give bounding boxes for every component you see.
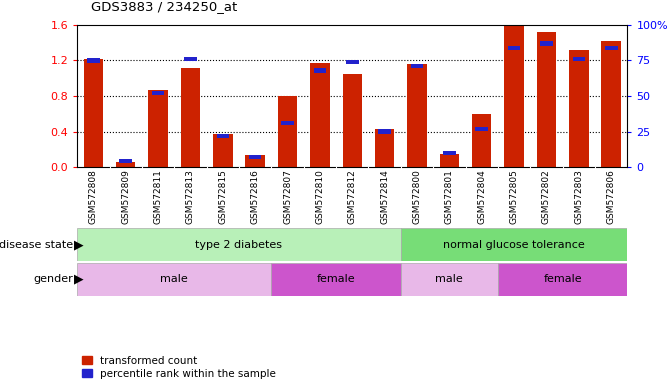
Bar <box>601 41 621 167</box>
Text: male: male <box>435 274 463 285</box>
Bar <box>378 129 391 134</box>
Bar <box>443 151 456 155</box>
Text: GSM572806: GSM572806 <box>607 169 616 224</box>
Bar <box>116 162 136 167</box>
Text: GSM572808: GSM572808 <box>89 169 98 224</box>
Bar <box>411 64 423 68</box>
Bar <box>313 68 326 73</box>
Text: ▶: ▶ <box>74 273 83 286</box>
Text: GSM572801: GSM572801 <box>445 169 454 224</box>
Text: GDS3883 / 234250_at: GDS3883 / 234250_at <box>91 0 237 13</box>
Text: ▶: ▶ <box>74 238 83 251</box>
Bar <box>152 91 164 95</box>
Text: GSM572803: GSM572803 <box>574 169 583 224</box>
Bar <box>505 25 524 167</box>
Text: normal glucose tolerance: normal glucose tolerance <box>444 240 585 250</box>
Legend: transformed count, percentile rank within the sample: transformed count, percentile rank withi… <box>83 356 276 379</box>
Bar <box>84 59 103 167</box>
Bar <box>401 263 498 296</box>
Text: GSM572805: GSM572805 <box>509 169 519 224</box>
Bar <box>375 129 395 167</box>
Bar <box>498 263 627 296</box>
Bar <box>401 228 627 261</box>
Bar <box>343 74 362 167</box>
Text: GSM572812: GSM572812 <box>348 169 357 223</box>
Bar <box>472 114 491 167</box>
Text: GSM572815: GSM572815 <box>218 169 227 224</box>
Text: type 2 diabetes: type 2 diabetes <box>195 240 282 250</box>
Bar <box>572 57 585 61</box>
Bar <box>217 134 229 138</box>
Bar <box>77 263 271 296</box>
Bar <box>77 228 401 261</box>
Bar <box>249 155 262 159</box>
Bar <box>540 41 553 46</box>
Bar <box>440 154 459 167</box>
Bar <box>278 96 297 167</box>
Bar <box>271 263 401 296</box>
Bar <box>605 46 617 50</box>
Bar <box>476 127 488 131</box>
Text: GSM572804: GSM572804 <box>477 169 486 223</box>
Text: GSM572816: GSM572816 <box>251 169 260 224</box>
Bar <box>87 58 100 63</box>
Bar <box>569 50 588 167</box>
Text: GSM572814: GSM572814 <box>380 169 389 223</box>
Bar <box>184 57 197 61</box>
Bar <box>180 68 200 167</box>
Bar <box>281 121 294 125</box>
Bar <box>246 156 265 167</box>
Text: GSM572802: GSM572802 <box>542 169 551 223</box>
Text: GSM572800: GSM572800 <box>413 169 421 224</box>
Bar <box>407 64 427 167</box>
Bar <box>213 134 233 167</box>
Bar <box>508 46 521 50</box>
Bar <box>148 90 168 167</box>
Bar <box>537 32 556 167</box>
Text: female: female <box>317 274 356 285</box>
Text: GSM572813: GSM572813 <box>186 169 195 224</box>
Text: GSM572807: GSM572807 <box>283 169 292 224</box>
Bar <box>346 60 358 64</box>
Text: GSM572811: GSM572811 <box>154 169 162 224</box>
Text: disease state: disease state <box>0 240 73 250</box>
Bar <box>119 159 132 164</box>
Text: GSM572809: GSM572809 <box>121 169 130 224</box>
Text: male: male <box>160 274 188 285</box>
Text: GSM572810: GSM572810 <box>315 169 324 224</box>
Text: female: female <box>544 274 582 285</box>
Text: gender: gender <box>34 274 73 285</box>
Bar <box>310 63 329 167</box>
